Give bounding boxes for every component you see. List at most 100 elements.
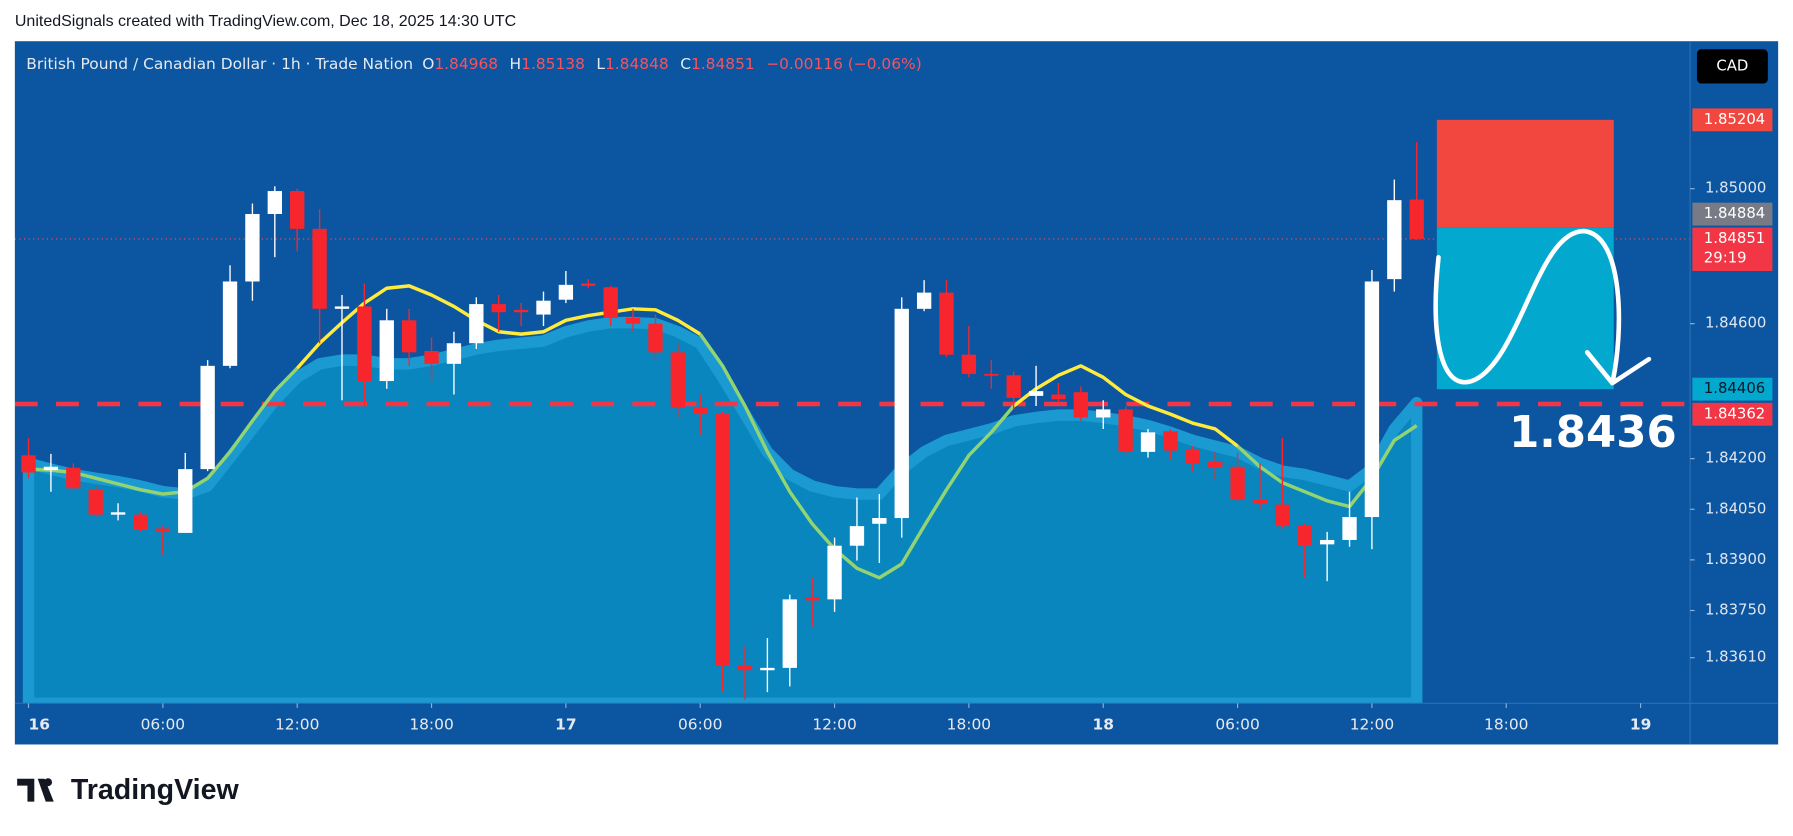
candle-body [1409,199,1424,239]
symbol-title: British Pound / Canadian Dollar · 1h · T… [26,55,413,73]
legend: British Pound / Canadian Dollar · 1h · T… [26,55,921,73]
y-tick-label: 1.83610 [1705,648,1766,666]
candle-body [737,665,753,671]
logo: TradingView [17,774,239,806]
candle-body [1387,200,1402,280]
candle-body [1230,466,1245,500]
y-tick-label: 1.84050 [1705,499,1766,517]
candle-body [88,489,103,515]
ohlc-label: L [596,55,605,73]
candle-body [245,213,260,282]
candle-body [1006,375,1021,398]
candle-body [558,284,574,300]
x-tick-label: 06:00 [141,716,185,734]
candle-body [1208,462,1223,468]
y-tick-label: 1.84600 [1705,314,1766,332]
x-tick-label: 18 [1093,716,1114,734]
candle-body [916,292,932,309]
level-annotation: 1.8436 [1509,408,1677,458]
candle-body [805,597,820,601]
candle-body [357,306,372,382]
level-badge [1692,402,1773,426]
plot-area [14,119,1691,704]
candle-body [984,373,999,376]
x-tick-label: 12:00 [1350,716,1394,734]
annotation-arrow [1433,228,1652,386]
candle-body [1252,499,1268,504]
ohlc-label: C [680,55,691,73]
candle-body [66,467,81,489]
candle-body [1163,431,1178,451]
x-tick-label: 18:00 [947,716,991,734]
price-badge [1692,227,1773,271]
candle-body [1073,392,1089,418]
ohlc-label: H [510,55,522,73]
candle-body [715,414,730,666]
high-value: 1.85138 [521,55,585,73]
candle-body [446,343,462,364]
candle-body [312,228,327,309]
y-tick-label: 1.83750 [1705,601,1766,619]
candle-body [110,512,126,515]
candle-body [939,292,954,355]
candle-body [469,304,484,344]
candle-body [1096,409,1111,418]
hand-drawn-arrow [1433,228,1652,386]
target-badge [1692,377,1773,401]
candle-body [178,469,193,533]
close-value: 1.84851 [691,55,755,73]
candle-body [670,352,685,408]
header: UnitedSignals created with TradingView.c… [15,13,516,30]
candle-body [536,300,551,315]
open-value: 1.84968 [434,55,498,73]
candle-body [603,287,618,318]
currency-button[interactable] [1696,49,1768,84]
candle-body [1028,391,1044,396]
candle-body [1319,539,1335,545]
candle-body [1140,432,1156,452]
entry-badge-label: 1.84884 [1704,204,1765,222]
candle-body [1185,449,1200,464]
candle-body [1051,394,1066,400]
price-badge-label: 1.84851 [1704,229,1765,247]
candle-body [21,455,36,473]
candle-body [1364,281,1380,518]
candle-body [1118,409,1133,452]
ohlc-label: O [422,55,434,73]
candle-body [827,545,842,600]
candle-body [513,309,529,313]
stop-badge [1692,108,1773,132]
candle-body [379,320,394,382]
candle-body [290,191,305,229]
candle-body [267,191,282,214]
candle-body [1342,517,1357,540]
candle-body [43,466,59,471]
candle-body [1275,504,1290,527]
x-tick-label: 19 [1630,716,1651,734]
candle-body [693,407,708,415]
change-value: −0.00116 (−0.06%) [766,55,922,73]
axes: 1.85000 1.84600 1.84200 1.84050 1.83900 1.837… [14,41,1779,745]
candle-body [760,667,775,671]
candle-body [581,283,596,286]
x-tick-label: 16 [29,716,50,734]
candle-body [625,317,641,324]
candle-body [222,281,238,366]
stop-zone [1436,119,1614,228]
x-tick-label: 12:00 [812,716,856,734]
candle-body [133,514,148,530]
candle-body [872,518,887,524]
candle-body [782,599,797,668]
low-value: 1.84848 [605,55,669,73]
target-badge-label: 1.84406 [1704,379,1765,397]
countdown-label: 29:19 [1704,248,1747,266]
x-tick-label: 06:00 [678,716,722,734]
logo-dot [44,778,53,787]
y-tick-label: 1.83900 [1705,550,1766,568]
candle-body [155,528,171,532]
currency-label[interactable]: CAD [1716,56,1748,74]
y-tick-label: 1.84200 [1705,449,1766,467]
x-tick-label: 18:00 [409,716,453,734]
